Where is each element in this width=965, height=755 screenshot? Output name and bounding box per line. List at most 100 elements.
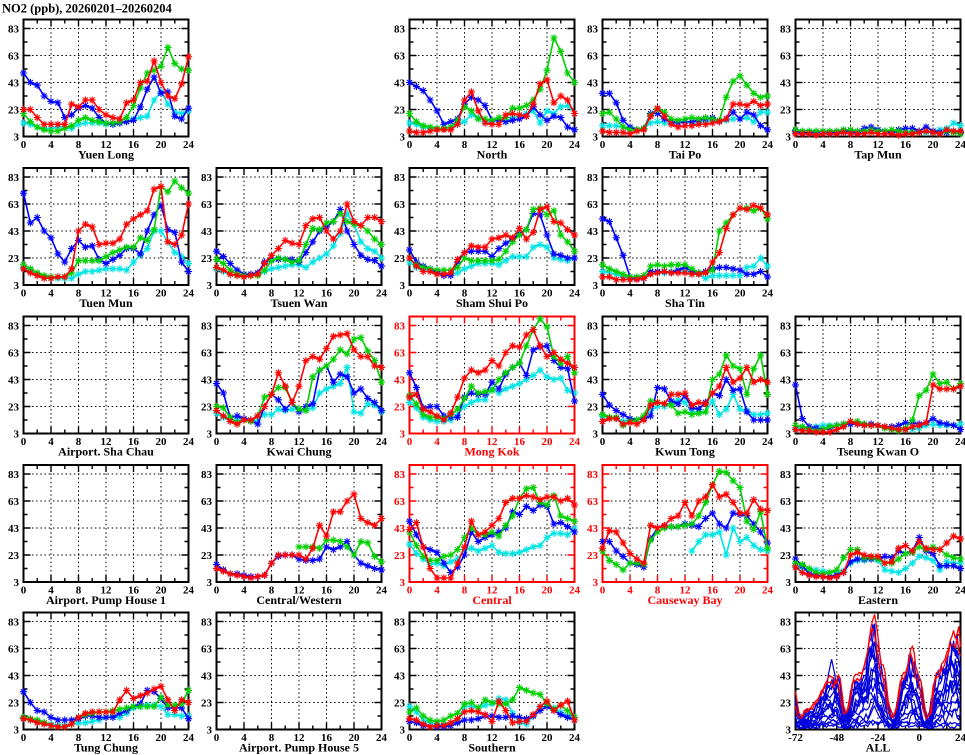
svg-text:63: 63 xyxy=(8,348,20,360)
svg-text:3: 3 xyxy=(786,725,792,737)
svg-text:24: 24 xyxy=(762,288,774,300)
svg-text:83: 83 xyxy=(587,321,599,333)
svg-text:63: 63 xyxy=(201,199,213,211)
svg-text:20: 20 xyxy=(542,585,554,597)
svg-text:3: 3 xyxy=(207,725,213,737)
svg-text:0: 0 xyxy=(793,585,799,597)
svg-text:-72: -72 xyxy=(788,732,803,744)
svg-text:12: 12 xyxy=(101,732,113,744)
svg-text:3: 3 xyxy=(593,280,599,292)
svg-text:8: 8 xyxy=(269,732,275,744)
svg-text:North: North xyxy=(477,148,508,162)
svg-text:16: 16 xyxy=(900,139,912,151)
svg-text:12: 12 xyxy=(487,585,499,597)
svg-text:3: 3 xyxy=(207,577,213,589)
svg-text:8: 8 xyxy=(269,585,275,597)
svg-text:23: 23 xyxy=(201,698,213,710)
svg-text:83: 83 xyxy=(780,469,792,481)
svg-text:4: 4 xyxy=(48,288,54,300)
svg-text:20: 20 xyxy=(735,288,747,300)
svg-text:8: 8 xyxy=(462,288,468,300)
svg-text:20: 20 xyxy=(542,436,554,448)
svg-text:12: 12 xyxy=(101,436,113,448)
svg-text:16: 16 xyxy=(128,732,140,744)
svg-text:12: 12 xyxy=(294,436,306,448)
svg-text:8: 8 xyxy=(655,585,661,597)
svg-text:8: 8 xyxy=(848,585,854,597)
svg-text:23: 23 xyxy=(8,105,20,117)
svg-text:83: 83 xyxy=(394,321,406,333)
svg-text:3: 3 xyxy=(14,280,20,292)
svg-text:12: 12 xyxy=(101,139,113,151)
svg-text:24: 24 xyxy=(183,585,195,597)
svg-text:Tuen Mun: Tuen Mun xyxy=(79,296,133,310)
svg-text:20: 20 xyxy=(542,139,554,151)
svg-text:63: 63 xyxy=(201,348,213,360)
svg-text:0: 0 xyxy=(214,585,220,597)
svg-text:24: 24 xyxy=(955,139,965,151)
svg-text:43: 43 xyxy=(587,78,599,90)
svg-text:23: 23 xyxy=(780,105,792,117)
svg-text:83: 83 xyxy=(587,24,599,36)
svg-text:23: 23 xyxy=(8,550,20,562)
svg-text:8: 8 xyxy=(269,288,275,300)
svg-text:3: 3 xyxy=(786,132,792,144)
svg-text:24: 24 xyxy=(183,732,195,744)
svg-text:83: 83 xyxy=(8,172,20,184)
svg-text:83: 83 xyxy=(201,321,213,333)
svg-text:43: 43 xyxy=(587,375,599,387)
svg-text:16: 16 xyxy=(321,732,333,744)
svg-text:83: 83 xyxy=(201,469,213,481)
svg-text:8: 8 xyxy=(462,139,468,151)
svg-text:23: 23 xyxy=(394,402,406,414)
svg-text:63: 63 xyxy=(201,496,213,508)
svg-text:43: 43 xyxy=(780,671,792,683)
svg-text:4: 4 xyxy=(241,436,247,448)
svg-text:Sham Shui Po: Sham Shui Po xyxy=(456,296,528,310)
svg-text:4: 4 xyxy=(627,288,633,300)
svg-text:16: 16 xyxy=(514,585,526,597)
svg-text:20: 20 xyxy=(349,436,361,448)
svg-text:63: 63 xyxy=(587,199,599,211)
svg-text:3: 3 xyxy=(786,429,792,441)
svg-text:Sha Tin: Sha Tin xyxy=(665,296,705,310)
svg-text:83: 83 xyxy=(394,469,406,481)
svg-text:3: 3 xyxy=(593,132,599,144)
svg-text:23: 23 xyxy=(780,698,792,710)
svg-text:0: 0 xyxy=(600,288,606,300)
svg-text:23: 23 xyxy=(394,105,406,117)
svg-text:43: 43 xyxy=(587,226,599,238)
svg-text:0: 0 xyxy=(407,436,413,448)
svg-text:16: 16 xyxy=(128,585,140,597)
svg-text:43: 43 xyxy=(780,78,792,90)
svg-text:23: 23 xyxy=(394,253,406,265)
svg-text:83: 83 xyxy=(8,321,20,333)
svg-text:4: 4 xyxy=(820,585,826,597)
svg-text:20: 20 xyxy=(542,732,554,744)
svg-text:4: 4 xyxy=(820,436,826,448)
svg-text:NO2 (ppb), 20260201–20260204: NO2 (ppb), 20260201–20260204 xyxy=(2,2,173,16)
svg-text:16: 16 xyxy=(321,585,333,597)
svg-text:8: 8 xyxy=(848,139,854,151)
svg-text:12: 12 xyxy=(487,436,499,448)
svg-text:0: 0 xyxy=(214,288,220,300)
svg-text:24: 24 xyxy=(376,585,388,597)
svg-text:24: 24 xyxy=(569,585,581,597)
svg-text:3: 3 xyxy=(400,725,406,737)
svg-text:23: 23 xyxy=(201,253,213,265)
svg-text:16: 16 xyxy=(128,288,140,300)
svg-text:43: 43 xyxy=(8,226,20,238)
svg-text:4: 4 xyxy=(434,436,440,448)
svg-text:16: 16 xyxy=(514,732,526,744)
svg-text:Mong Kok: Mong Kok xyxy=(464,445,519,459)
svg-text:16: 16 xyxy=(321,288,333,300)
svg-text:20: 20 xyxy=(542,288,554,300)
svg-text:43: 43 xyxy=(780,375,792,387)
svg-text:83: 83 xyxy=(587,172,599,184)
svg-text:24: 24 xyxy=(376,732,388,744)
svg-text:3: 3 xyxy=(207,429,213,441)
svg-text:16: 16 xyxy=(707,436,719,448)
svg-text:8: 8 xyxy=(76,139,82,151)
svg-text:23: 23 xyxy=(587,402,599,414)
svg-text:Airport. Pump House 1: Airport. Pump House 1 xyxy=(46,593,166,607)
